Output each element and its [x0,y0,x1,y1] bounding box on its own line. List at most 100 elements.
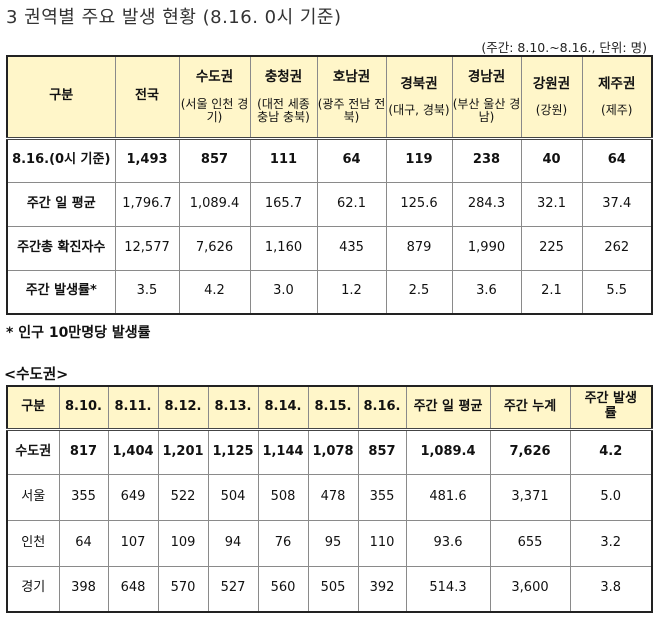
table-row: 주간 일 평균 1,796.7 1,089.4 165.7 62.1 125.6… [6,181,653,227]
cell: 7,626 [489,428,571,475]
cell: 3,371 [489,473,571,521]
cell: 262 [581,225,653,271]
cell: 560 [257,565,309,613]
cell: 1,404 [107,428,159,475]
cell: 12,577 [114,225,180,271]
cell: 355 [357,473,407,521]
cell: 225 [520,225,583,271]
cell: 392 [357,565,407,613]
cell: 95 [307,519,359,567]
table-row: 서울 355 649 522 504 508 478 355 481.6 3,3… [6,473,653,521]
table-row: 주간총 확진자수 12,577 7,626 1,160 435 879 1,99… [6,225,653,271]
cell: 40 [520,137,583,183]
row-label: 경기 [6,565,60,613]
header-national: 전국 [114,55,180,140]
cell: 5.5 [581,269,653,315]
header-cell: 8.10. [58,385,109,431]
header-cell: 구분 [6,385,60,431]
cell: 64 [581,137,653,183]
cell: 527 [207,565,259,613]
row-label: 8.16.(0시 기준) [6,137,116,183]
cell: 64 [58,519,109,567]
cell: 110 [357,519,407,567]
header-region: 경북권 (대구, 경북) [385,55,453,140]
cell: 107 [107,519,159,567]
cell: 2.1 [520,269,583,315]
cell: 284.3 [451,181,522,227]
cell: 4.2 [569,428,653,475]
cell: 119 [385,137,453,183]
header-cell: 8.12. [157,385,209,431]
header-cell: 주간 발생률 [569,385,653,431]
cell: 1,078 [307,428,359,475]
cell: 508 [257,473,309,521]
cell: 817 [58,428,109,475]
cell: 37.4 [581,181,653,227]
row-label: 인천 [6,519,60,567]
table-row: 인천 64 107 109 94 76 95 110 93.6 655 3.2 [6,519,653,567]
header-region: 강원권 (강원) [520,55,583,140]
header-region: 경남권 (부산 울산 경남) [451,55,522,140]
cell: 3,600 [489,565,571,613]
cell: 1,089.4 [178,181,251,227]
cell: 5.0 [569,473,653,521]
page-title: 3 권역별 주요 발생 현황 (8.16. 0시 기준) [6,7,342,28]
cell: 165.7 [249,181,318,227]
footnote: * 인구 10만명당 발생률 [6,325,151,341]
cell: 478 [307,473,359,521]
header-cell: 8.14. [257,385,309,431]
cell: 481.6 [405,473,491,521]
cell: 3.2 [569,519,653,567]
header-region: 수도권 (서울 인천 경기) [178,55,251,140]
cell: 1,160 [249,225,318,271]
table-row: 경기 398 648 570 527 560 505 392 514.3 3,6… [6,565,653,613]
header-cell: 8.16. [357,385,407,431]
row-label: 주간 발생률* [6,269,116,315]
capital-area-table: 구분 8.10. 8.11. 8.12. 8.13. 8.14. 8.15. 8… [6,385,653,613]
cell: 514.3 [405,565,491,613]
cell: 62.1 [316,181,387,227]
row-label: 수도권 [6,428,60,475]
cell: 1,493 [114,137,180,183]
cell: 398 [58,565,109,613]
section-title: <수도권> [4,367,69,383]
cell: 4.2 [178,269,251,315]
cell: 125.6 [385,181,453,227]
header-cell: 8.11. [107,385,159,431]
cell: 522 [157,473,209,521]
cell: 649 [107,473,159,521]
cell: 1.2 [316,269,387,315]
table-row: 수도권 817 1,404 1,201 1,125 1,144 1,078 85… [6,428,653,475]
cell: 1,990 [451,225,522,271]
row-label: 주간총 확진자수 [6,225,116,271]
cell: 93.6 [405,519,491,567]
cell: 3.5 [114,269,180,315]
regional-table: 구분 전국 수도권 (서울 인천 경기) 충청권 (대전 세종 충남 충북) 호남권… [6,55,653,315]
header-region: 호남권 (광주 전남 전북) [316,55,387,140]
cell: 504 [207,473,259,521]
row-label: 주간 일 평균 [6,181,116,227]
table-header-row: 구분 8.10. 8.11. 8.12. 8.13. 8.14. 8.15. 8… [6,385,653,431]
cell: 648 [107,565,159,613]
cell: 879 [385,225,453,271]
row-label: 서울 [6,473,60,521]
header-region: 제주권 (제주) [581,55,653,140]
cell: 3.6 [451,269,522,315]
cell: 1,796.7 [114,181,180,227]
cell: 1,201 [157,428,209,475]
cell: 76 [257,519,309,567]
cell: 109 [157,519,209,567]
header-corner: 구분 [6,55,116,140]
cell: 355 [58,473,109,521]
cell: 570 [157,565,209,613]
header-cell: 8.13. [207,385,259,431]
header-cell: 주간 누계 [489,385,571,431]
cell: 655 [489,519,571,567]
cell: 7,626 [178,225,251,271]
cell: 505 [307,565,359,613]
header-cell: 주간 일 평균 [405,385,491,431]
header-region: 충청권 (대전 세종 충남 충북) [249,55,318,140]
cell: 857 [178,137,251,183]
cell: 111 [249,137,318,183]
cell: 435 [316,225,387,271]
